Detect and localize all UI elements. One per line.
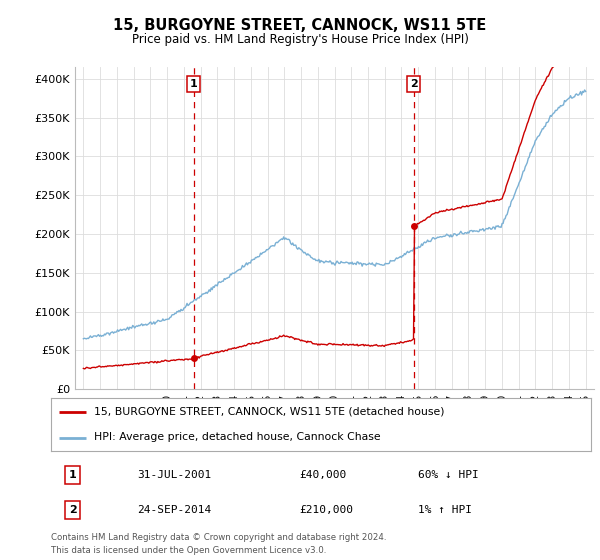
Text: Price paid vs. HM Land Registry's House Price Index (HPI): Price paid vs. HM Land Registry's House …: [131, 32, 469, 46]
Text: £210,000: £210,000: [299, 505, 353, 515]
Text: 24-SEP-2014: 24-SEP-2014: [137, 505, 212, 515]
Text: 2: 2: [69, 505, 76, 515]
Text: 2: 2: [410, 80, 418, 89]
Text: 15, BURGOYNE STREET, CANNOCK, WS11 5TE (detached house): 15, BURGOYNE STREET, CANNOCK, WS11 5TE (…: [94, 407, 445, 417]
Text: £40,000: £40,000: [299, 470, 347, 480]
Text: Contains HM Land Registry data © Crown copyright and database right 2024.
This d: Contains HM Land Registry data © Crown c…: [51, 533, 386, 556]
Text: 60% ↓ HPI: 60% ↓ HPI: [418, 470, 479, 480]
Text: 15, BURGOYNE STREET, CANNOCK, WS11 5TE: 15, BURGOYNE STREET, CANNOCK, WS11 5TE: [113, 18, 487, 32]
Text: 1% ↑ HPI: 1% ↑ HPI: [418, 505, 472, 515]
Text: 31-JUL-2001: 31-JUL-2001: [137, 470, 212, 480]
Text: 1: 1: [69, 470, 76, 480]
Text: HPI: Average price, detached house, Cannock Chase: HPI: Average price, detached house, Cann…: [94, 432, 381, 442]
Text: 1: 1: [190, 80, 197, 89]
